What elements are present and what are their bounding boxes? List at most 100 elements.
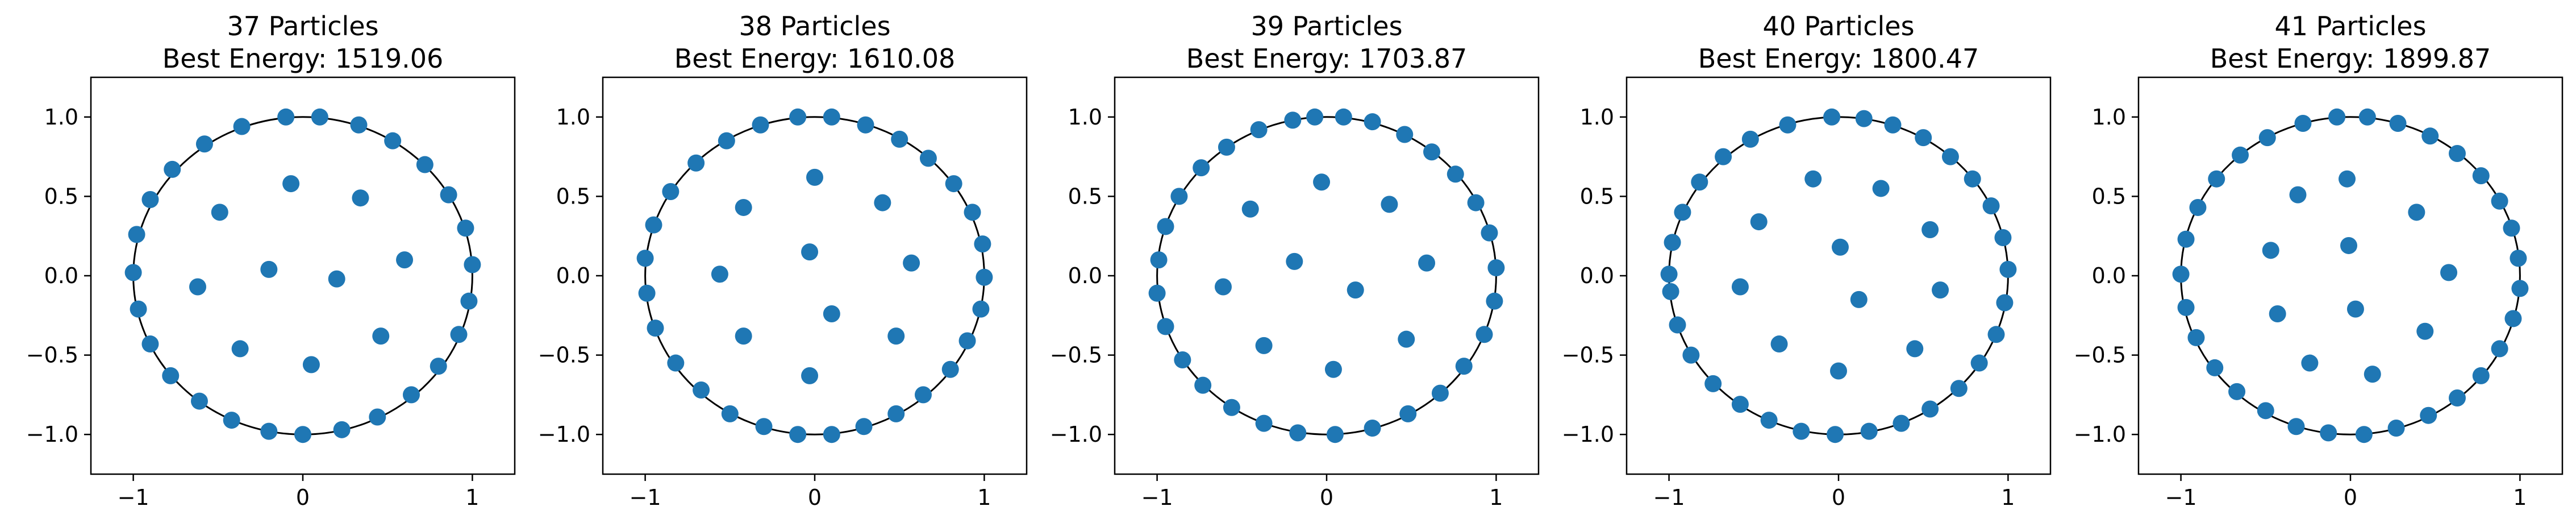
- particle-point: [823, 305, 840, 323]
- particle-point: [1174, 351, 1191, 368]
- particle-point: [667, 354, 685, 372]
- x-tick-label: −1: [1653, 485, 1685, 510]
- particle-point: [2269, 305, 2286, 323]
- particle-point: [430, 358, 447, 375]
- particle-point: [2189, 198, 2207, 216]
- particle-point: [457, 219, 474, 237]
- particle-point: [1893, 414, 1910, 432]
- particle-point: [2364, 366, 2381, 383]
- particle-point: [2289, 186, 2307, 204]
- particle-point: [945, 175, 962, 193]
- y-tick-label: 1.0: [44, 105, 78, 130]
- axes-frame: [1625, 76, 2052, 475]
- axes-frame: [90, 76, 516, 475]
- particle-point: [2355, 426, 2373, 443]
- particle-point: [128, 226, 145, 243]
- particle-point: [2177, 298, 2195, 316]
- y-tick-label: −0.5: [26, 343, 78, 368]
- particle-point: [857, 116, 874, 134]
- particle-point: [1481, 224, 1498, 242]
- particle-point: [823, 426, 840, 443]
- axes-frame: [1114, 76, 1540, 475]
- y-tick-label: 1.0: [556, 105, 590, 130]
- y-tick-label: 0.5: [2092, 184, 2126, 209]
- particle-point: [2208, 170, 2225, 188]
- particle-point: [372, 327, 390, 345]
- particle-point: [1827, 426, 1844, 443]
- particle-point: [1157, 318, 1174, 335]
- particle-point: [2504, 310, 2522, 327]
- particle-point: [2172, 266, 2190, 283]
- particle-point: [976, 268, 993, 286]
- particle-point: [130, 300, 147, 318]
- particle-point: [2339, 170, 2356, 188]
- particle-point: [2328, 108, 2346, 126]
- particle-point: [1669, 316, 1686, 334]
- particle-point: [450, 326, 468, 343]
- particle-point: [1770, 335, 1788, 353]
- x-tick-label: −1: [2165, 485, 2197, 510]
- particle-point: [2206, 359, 2224, 376]
- particle-point: [2510, 250, 2527, 267]
- particle-point: [277, 108, 295, 126]
- particle-point: [1347, 281, 1364, 299]
- particle-point: [282, 175, 300, 193]
- particle-point: [1381, 196, 1398, 213]
- particle-point: [958, 332, 976, 350]
- particle-point: [1915, 129, 1932, 147]
- particle-point: [721, 405, 739, 422]
- particle-point: [2228, 383, 2246, 400]
- particle-point: [711, 266, 728, 283]
- particle-point: [1324, 360, 1342, 378]
- particle-point: [1691, 173, 1708, 191]
- particle-point: [333, 421, 351, 438]
- particle-point: [1932, 281, 1949, 299]
- particle-point: [164, 160, 181, 178]
- particle-point: [1306, 108, 1324, 126]
- particle-point: [1964, 170, 1981, 188]
- particle-point: [2258, 129, 2276, 147]
- particle-point: [2416, 322, 2434, 340]
- x-tick-label: 0: [1832, 485, 1845, 510]
- particle-point: [162, 367, 180, 384]
- particle-point: [964, 204, 981, 221]
- particle-point: [1793, 422, 1810, 440]
- particle-point: [2387, 420, 2405, 437]
- y-tick-label: 0.0: [2092, 263, 2126, 288]
- particle-point: [1398, 330, 1415, 348]
- particle-point: [369, 408, 386, 426]
- particle-point: [1999, 260, 2017, 278]
- particle-point: [2320, 424, 2337, 442]
- particle-point: [1194, 376, 1212, 394]
- particle-point: [1487, 259, 1505, 277]
- x-tick-label: 1: [2513, 485, 2527, 510]
- particle-point: [1241, 200, 1259, 218]
- particle-point: [1662, 283, 1679, 300]
- particle-point: [1447, 165, 1464, 183]
- particle-point: [2408, 204, 2425, 221]
- particle-point: [2187, 329, 2205, 346]
- particle-point: [1921, 400, 1939, 418]
- particle-point: [2472, 167, 2490, 185]
- particle-point: [302, 356, 320, 374]
- x-tick-label: 0: [1320, 485, 1333, 510]
- particle-point: [874, 194, 891, 211]
- y-tick-label: 0.0: [556, 263, 590, 288]
- particle-point: [887, 405, 905, 422]
- particle-point: [1223, 399, 1240, 416]
- particle-point: [2257, 402, 2274, 420]
- y-tick-label: 0.5: [556, 184, 590, 209]
- particle-point: [1731, 396, 1749, 413]
- particle-point: [396, 251, 414, 269]
- particle-point: [1950, 380, 1968, 397]
- particle-point: [2421, 127, 2439, 145]
- particle-point: [1431, 384, 1449, 402]
- particle-point: [1884, 116, 1902, 134]
- particle-point: [1760, 412, 1778, 429]
- particle-point: [693, 381, 710, 399]
- particle-point: [211, 204, 228, 221]
- x-tick-label: 1: [1489, 485, 1503, 510]
